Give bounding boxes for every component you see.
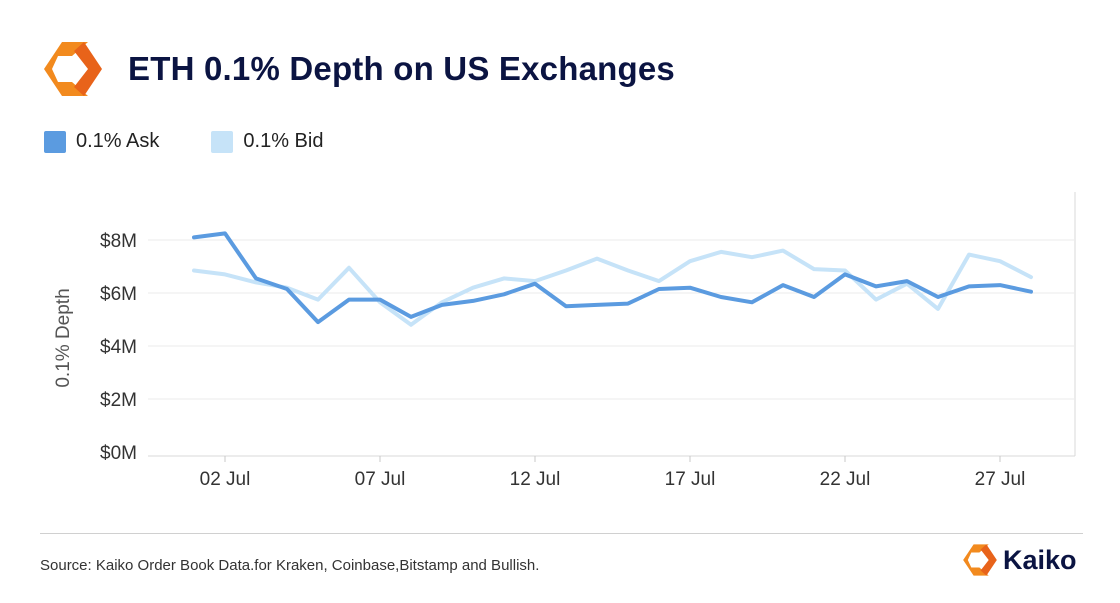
x-tick-label: 22 Jul [820, 469, 871, 490]
y-tick-label: $6M [100, 284, 137, 305]
kaiko-logo-icon [44, 42, 102, 96]
legend-item-bid[interactable]: 0.1% Bid [211, 130, 323, 153]
legend-swatch-bid [211, 130, 234, 153]
kaiko-brand: Kaiko [962, 543, 1077, 577]
y-axis-title: 0.1% Depth [53, 288, 74, 387]
x-tick-label: 02 Jul [200, 469, 251, 490]
chart-title: ETH 0.1% Depth on US Exchanges [128, 50, 675, 87]
legend-item-ask[interactable]: 0.1% Ask [44, 130, 159, 153]
x-tick-label: 27 Jul [975, 469, 1026, 490]
source-note: Source: Kaiko Order Book Data.for Kraken… [40, 557, 540, 574]
legend-label-ask: 0.1% Ask [76, 130, 160, 152]
brand-name: Kaiko [1003, 544, 1077, 575]
series-line-bid [192, 248, 1033, 327]
y-tick-label: $8M [100, 231, 137, 252]
depth-line-chart: $0M $2M $4M $6M $8M 02 Jul 07 Jul 12 Jul 17 Jul 2… [53, 192, 1076, 490]
x-tick-label: 17 Jul [665, 469, 716, 490]
legend: 0.1% Ask 0.1% Bid [44, 130, 375, 153]
kaiko-brand-icon [963, 544, 997, 576]
y-tick-label: $0M [100, 443, 137, 464]
legend-label-bid: 0.1% Bid [243, 130, 324, 152]
y-tick-label: $2M [100, 390, 137, 411]
footer-divider [40, 533, 1083, 534]
series-line-ask [192, 231, 1033, 325]
legend-swatch-ask [44, 130, 66, 153]
x-tick-label: 07 Jul [355, 469, 406, 490]
x-tick-label: 12 Jul [510, 469, 561, 490]
y-tick-label: $4M [100, 337, 137, 358]
